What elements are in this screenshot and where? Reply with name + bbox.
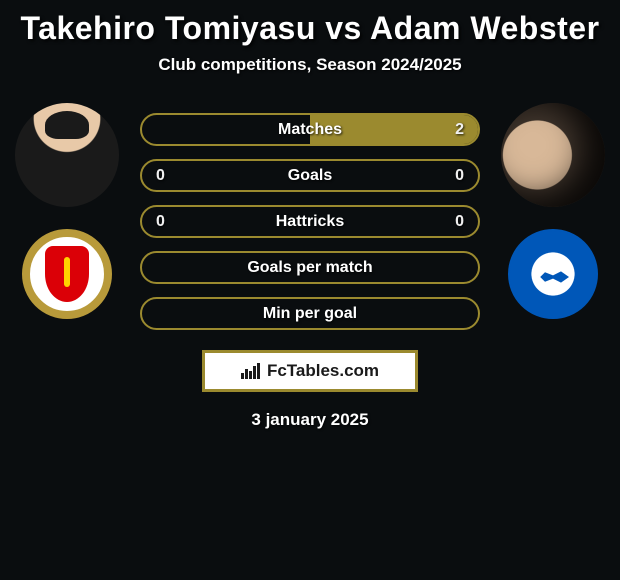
stat-value-right: 0 <box>455 167 464 185</box>
stat-row: 0 Hattricks 0 <box>140 205 480 238</box>
player2-avatar <box>501 103 605 207</box>
stat-pill-matches: Matches 2 <box>140 113 480 146</box>
stat-row: Min per goal <box>140 297 480 330</box>
left-column <box>12 103 122 319</box>
main-row: Matches 2 0 Goals 0 0 Hattricks 0 <box>10 103 610 330</box>
bar-chart-icon <box>241 363 261 379</box>
stat-label: Goals per match <box>247 259 372 277</box>
stat-row: 0 Goals 0 <box>140 159 480 192</box>
attribution-badge: FcTables.com <box>202 350 418 392</box>
right-column <box>498 103 608 319</box>
stats-column: Matches 2 0 Goals 0 0 Hattricks 0 <box>140 103 480 330</box>
stat-label: Goals <box>288 167 332 185</box>
stat-value-left: 0 <box>156 167 165 185</box>
comparison-card: Takehiro Tomiyasu vs Adam Webster Club c… <box>0 0 620 430</box>
date-label: 3 january 2025 <box>10 410 610 430</box>
stat-value-right: 0 <box>455 213 464 231</box>
stat-value-right: 2 <box>455 121 464 139</box>
subtitle: Club competitions, Season 2024/2025 <box>10 55 610 75</box>
club2-badge <box>508 229 598 319</box>
stat-label: Min per goal <box>263 305 357 323</box>
stat-pill-min-per-goal: Min per goal <box>140 297 480 330</box>
club1-badge <box>22 229 112 319</box>
stat-pill-hattricks: 0 Hattricks 0 <box>140 205 480 238</box>
stat-pill-goals: 0 Goals 0 <box>140 159 480 192</box>
stat-row: Matches 2 <box>140 113 480 146</box>
stat-label: Hattricks <box>276 213 344 231</box>
attribution-text: FcTables.com <box>267 361 379 381</box>
stat-pill-goals-per-match: Goals per match <box>140 251 480 284</box>
stat-row: Goals per match <box>140 251 480 284</box>
stat-label: Matches <box>278 121 342 139</box>
stat-value-left: 0 <box>156 213 165 231</box>
page-title: Takehiro Tomiyasu vs Adam Webster <box>10 10 610 47</box>
player1-avatar <box>15 103 119 207</box>
